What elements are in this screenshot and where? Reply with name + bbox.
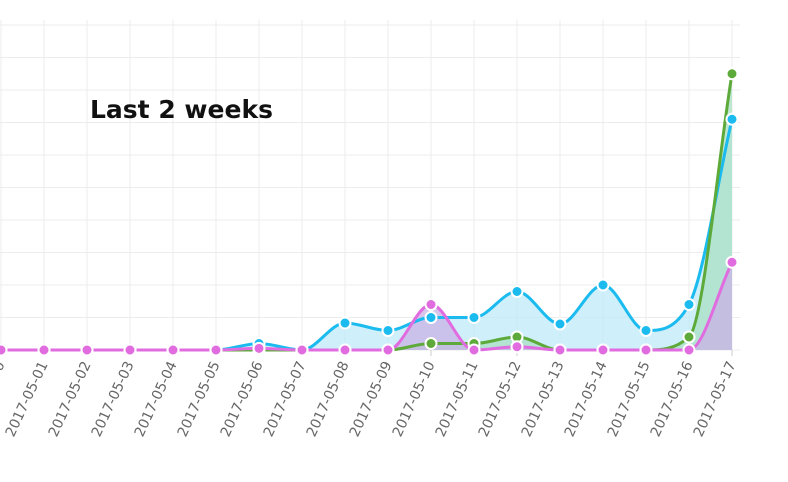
data-point xyxy=(725,255,739,269)
x-tick-label: 2017-05-08 xyxy=(304,359,353,440)
x-tick-label: 2017-05-12 xyxy=(476,359,525,440)
data-point xyxy=(725,112,739,126)
data-point xyxy=(596,278,610,292)
data-point xyxy=(166,343,180,357)
data-point xyxy=(424,298,438,311)
x-tick-label: 2017-05-01 xyxy=(3,359,52,440)
data-point xyxy=(682,330,696,344)
x-tick-label: 2017-05-11 xyxy=(433,359,482,440)
data-point xyxy=(510,285,524,298)
series-area xyxy=(1,119,732,350)
x-tick-label: 2017-05-02 xyxy=(46,359,95,440)
data-point xyxy=(338,343,352,357)
data-point xyxy=(0,343,8,357)
data-point xyxy=(725,67,739,81)
data-point xyxy=(381,324,395,337)
data-point xyxy=(209,343,223,357)
data-point xyxy=(467,311,481,324)
data-point xyxy=(682,343,696,357)
data-point xyxy=(682,298,696,311)
x-tick-label: 2017-05-14 xyxy=(562,359,611,440)
x-tick-label: 2017-05-13 xyxy=(519,359,568,440)
data-point xyxy=(295,343,309,357)
x-tick-label: 2017-05-16 xyxy=(648,359,697,440)
data-point xyxy=(381,343,395,357)
x-tick-label: 2017-05-03 xyxy=(89,359,138,440)
data-point xyxy=(80,343,94,357)
x-tick-label: 2017-05-04 xyxy=(132,359,181,440)
x-tick-label: 2017-05-09 xyxy=(347,359,396,440)
data-point xyxy=(424,311,438,324)
chart-title: Last 2 weeks xyxy=(90,95,273,124)
data-point xyxy=(553,317,567,331)
x-tick-label: 2017-05-17 xyxy=(691,359,740,440)
data-point xyxy=(338,316,352,330)
x-tick-label: 2017-05-05 xyxy=(175,359,224,440)
data-point xyxy=(510,340,524,354)
data-point xyxy=(252,341,266,355)
x-tick-label: 2017-05-06 xyxy=(218,359,267,440)
x-tick-label: 2017-05-07 xyxy=(261,359,310,440)
data-point xyxy=(424,337,438,350)
data-point xyxy=(639,324,653,337)
data-point xyxy=(467,343,481,357)
data-point xyxy=(123,343,137,357)
data-point xyxy=(37,343,51,357)
data-point xyxy=(596,343,610,357)
data-point xyxy=(553,343,567,357)
x-tick-label: 2017-05-10 xyxy=(390,359,439,440)
x-tick-label: 2017-05-15 xyxy=(605,359,654,440)
data-point xyxy=(639,343,653,357)
